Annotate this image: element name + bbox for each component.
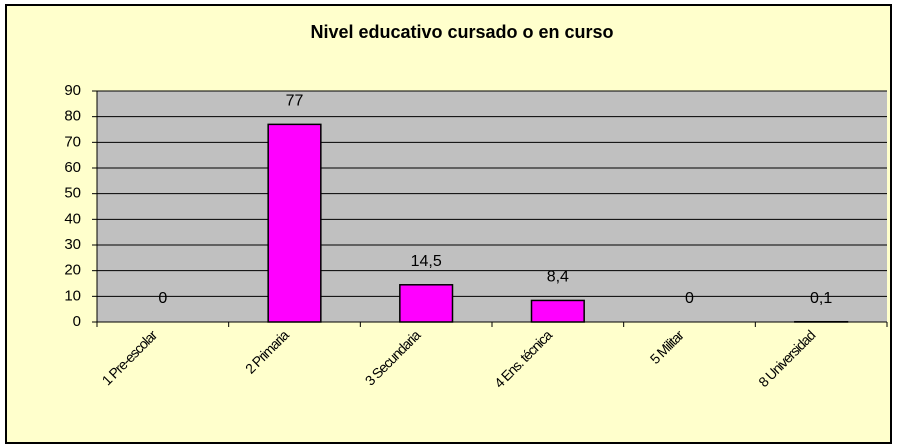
y-tick-label: 10 bbox=[64, 287, 81, 304]
y-tick-label: 20 bbox=[64, 262, 81, 279]
value-label: 77 bbox=[286, 93, 304, 110]
y-tick-label: 50 bbox=[64, 185, 81, 202]
value-label: 0 bbox=[158, 290, 167, 307]
value-label: 14,5 bbox=[411, 253, 442, 270]
y-tick-label: 0 bbox=[73, 313, 81, 330]
y-tick-label: 80 bbox=[64, 108, 81, 125]
value-label: 8,4 bbox=[547, 269, 569, 286]
y-tick-label: 60 bbox=[64, 159, 81, 176]
bar bbox=[267, 123, 322, 323]
bar bbox=[399, 284, 454, 323]
y-tick-label: 70 bbox=[64, 133, 81, 150]
value-label: 0 bbox=[685, 290, 694, 307]
y-tick-label: 90 bbox=[64, 82, 81, 99]
plot-area bbox=[97, 91, 887, 322]
chart-title: Nivel educativo cursado o en curso bbox=[310, 22, 613, 42]
y-tick-label: 30 bbox=[64, 236, 81, 253]
value-label: 0,1 bbox=[810, 290, 832, 307]
y-tick-label: 40 bbox=[64, 210, 81, 227]
bar bbox=[530, 299, 585, 323]
